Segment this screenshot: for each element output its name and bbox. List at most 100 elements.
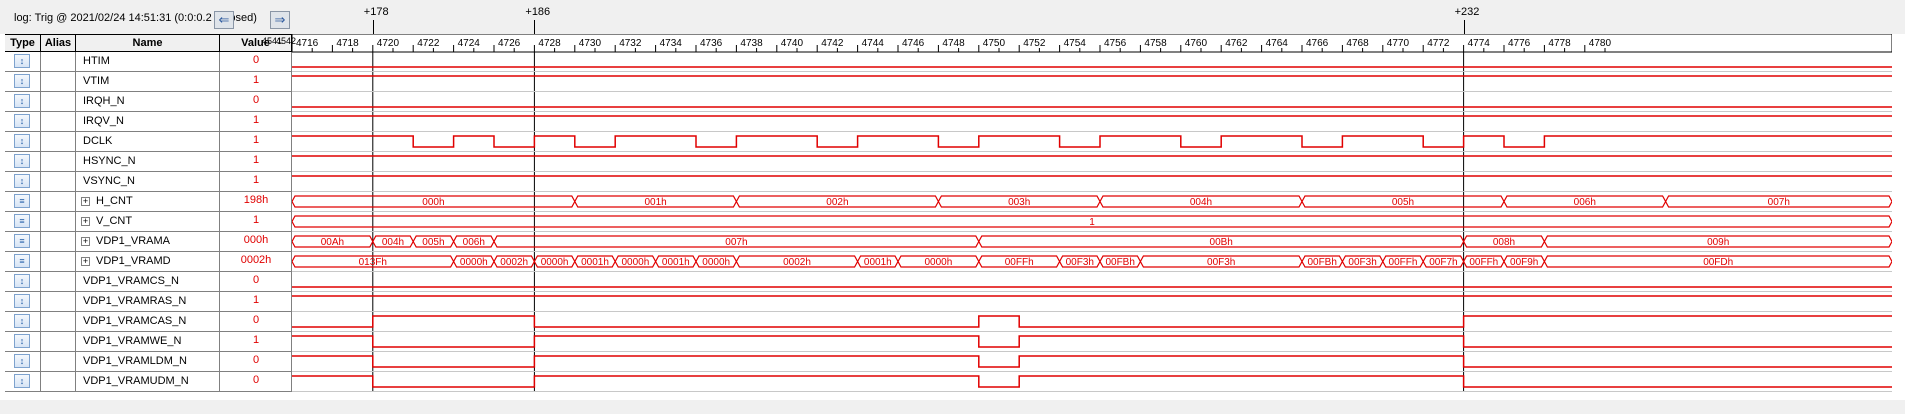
bus-signal-icon: ≡ [14, 254, 30, 268]
alias-cell [41, 372, 76, 391]
name-cell[interactable]: VDP1_VRAMUDM_N [76, 372, 220, 391]
type-cell: ↕ [5, 132, 41, 151]
signal-row[interactable]: ↕ VTIM 1 [5, 72, 292, 92]
bus-value-label: 00F3h [1066, 257, 1094, 268]
bus-value-label: 009h [1707, 237, 1729, 248]
bit-waveform[interactable] [292, 335, 1892, 348]
signal-name: VDP1_VRAMUDM_N [83, 375, 189, 387]
signal-value: 0 [252, 354, 260, 366]
value-cell: 1 [220, 152, 292, 171]
signal-row[interactable]: ↕ VSYNC_N 1 [5, 172, 292, 192]
type-cell: ≡ [5, 212, 41, 231]
horizontal-scrollbar[interactable] [0, 400, 1905, 414]
name-cell[interactable]: + VDP1_VRAMA [76, 232, 220, 251]
name-cell[interactable]: VDP1_VRAMRAS_N [76, 292, 220, 311]
value-cell: 0 [220, 272, 292, 291]
signal-row[interactable]: ↕ IRQV_N 1 [5, 112, 292, 132]
arrow-left-icon[interactable]: ⇐ [214, 11, 234, 29]
bus-value-label: 1 [1089, 217, 1095, 228]
name-cell[interactable]: VDP1_VRAMCS_N [76, 272, 220, 291]
signal-row[interactable]: ↕ HTIM 0 [5, 52, 292, 72]
bus-value-label: 0002h [500, 257, 528, 268]
bit-waveform[interactable] [292, 315, 1892, 328]
waveform-area[interactable]: 4716 4718 4720 4722 4724 4726 4728 4730 4732 4734… [292, 34, 1892, 392]
name-cell[interactable]: + V_CNT [76, 212, 220, 231]
signal-row[interactable]: ↕ VDP1_VRAMUDM_N 0 [5, 372, 292, 392]
signal-row[interactable]: ↕ VDP1_VRAMWE_N 1 [5, 332, 292, 352]
alias-cell [41, 132, 76, 151]
name-cell[interactable]: HTIM [76, 52, 220, 71]
column-name[interactable]: Name [76, 35, 220, 52]
type-cell: ↕ [5, 172, 41, 191]
expand-plus-icon[interactable]: + [81, 196, 90, 206]
bit-waveform[interactable] [292, 135, 1892, 148]
expand-plus-icon[interactable]: + [81, 236, 90, 246]
bus-segment[interactable] [1664, 195, 1892, 208]
ruler-tick-label: 4726 [498, 38, 521, 49]
type-cell: ↕ [5, 112, 41, 131]
ruler-start-label: 4541 [262, 36, 283, 46]
signal-row[interactable]: ↕ IRQH_N 0 [5, 92, 292, 112]
signal-row[interactable]: ↕ HSYNC_N 1 [5, 152, 292, 172]
type-cell: ↕ [5, 152, 41, 171]
value-cell: 198h [220, 192, 292, 211]
time-ruler[interactable] [292, 34, 1892, 53]
signal-row[interactable]: ≡ + VDP1_VRAMA 000h [5, 232, 292, 252]
name-cell[interactable]: VDP1_VRAMWE_N [76, 332, 220, 351]
ruler-tick-label: 4756 [1104, 38, 1127, 49]
bus-value-label: 000h [422, 197, 444, 208]
ruler-tick-label: 4748 [942, 38, 965, 49]
marker-label[interactable]: +178 [363, 6, 389, 18]
signal-value: 0002h [240, 254, 272, 266]
signal-row[interactable]: ↕ VDP1_VRAMCAS_N 0 [5, 312, 292, 332]
bus-value-label: 008h [1493, 237, 1515, 248]
name-cell[interactable]: HSYNC_N [76, 152, 220, 171]
ruler-tick-label: 4744 [862, 38, 885, 49]
signal-row[interactable]: ≡ + V_CNT 1 [5, 212, 292, 232]
name-cell[interactable]: VSYNC_N [76, 172, 220, 191]
signal-name: V_CNT [96, 215, 133, 227]
signal-row[interactable]: ↕ VDP1_VRAMLDM_N 0 [5, 352, 292, 372]
marker-label[interactable]: +232 [1454, 6, 1480, 18]
alias-cell [41, 272, 76, 291]
name-cell[interactable]: IRQV_N [76, 112, 220, 131]
arrow-right-icon[interactable]: ⇒ [270, 11, 290, 29]
bit-waveform[interactable] [292, 355, 1892, 368]
bus-signal-icon: ≡ [14, 234, 30, 248]
column-type[interactable]: Type [5, 35, 41, 52]
expand-plus-icon[interactable]: + [81, 216, 90, 226]
name-cell[interactable]: + VDP1_VRAMD [76, 252, 220, 271]
signal-row[interactable]: ↕ DCLK 1 [5, 132, 292, 152]
bus-value-label: 003h [1008, 197, 1030, 208]
bit-waveform[interactable] [292, 375, 1892, 388]
name-cell[interactable]: VTIM [76, 72, 220, 91]
bus-segment[interactable] [1543, 235, 1892, 248]
signal-value: 0 [252, 314, 260, 326]
bus-value-label: 004h [382, 237, 404, 248]
waveform-canvas[interactable]: 4716 4718 4720 4722 4724 4726 4728 4730 4732 4734… [292, 34, 1892, 392]
ruler-tick-label: 4780 [1589, 38, 1612, 49]
name-cell[interactable]: DCLK [76, 132, 220, 151]
bus-value-label: 0000h [621, 257, 649, 268]
bus-segment[interactable] [1543, 255, 1892, 268]
signal-row[interactable]: ≡ + H_CNT 198h [5, 192, 292, 212]
name-cell[interactable]: VDP1_VRAMCAS_N [76, 312, 220, 331]
column-alias[interactable]: Alias [41, 35, 76, 52]
signal-name: DCLK [83, 135, 113, 147]
name-cell[interactable]: + H_CNT [76, 192, 220, 211]
name-cell[interactable]: VDP1_VRAMLDM_N [76, 352, 220, 371]
signal-row[interactable]: ↕ VDP1_VRAMCS_N 0 [5, 272, 292, 292]
ruler-tick-label: 4738 [740, 38, 763, 49]
type-cell: ≡ [5, 252, 41, 271]
signal-row[interactable]: ↕ VDP1_VRAMRAS_N 1 [5, 292, 292, 312]
bus-value-label: 0001h [662, 257, 690, 268]
signal-row[interactable]: ≡ + VDP1_VRAMD 0002h [5, 252, 292, 272]
expand-plus-icon[interactable]: + [81, 256, 90, 266]
marker-label[interactable]: +186 [525, 6, 551, 18]
bus-segment[interactable] [292, 215, 1892, 228]
name-cell[interactable]: IRQH_N [76, 92, 220, 111]
value-cell: 0 [220, 92, 292, 111]
ruler-tick-label: 4754 [1064, 38, 1087, 49]
ruler-tick-label: 4760 [1185, 38, 1208, 49]
bus-value-label: 002h [826, 197, 848, 208]
